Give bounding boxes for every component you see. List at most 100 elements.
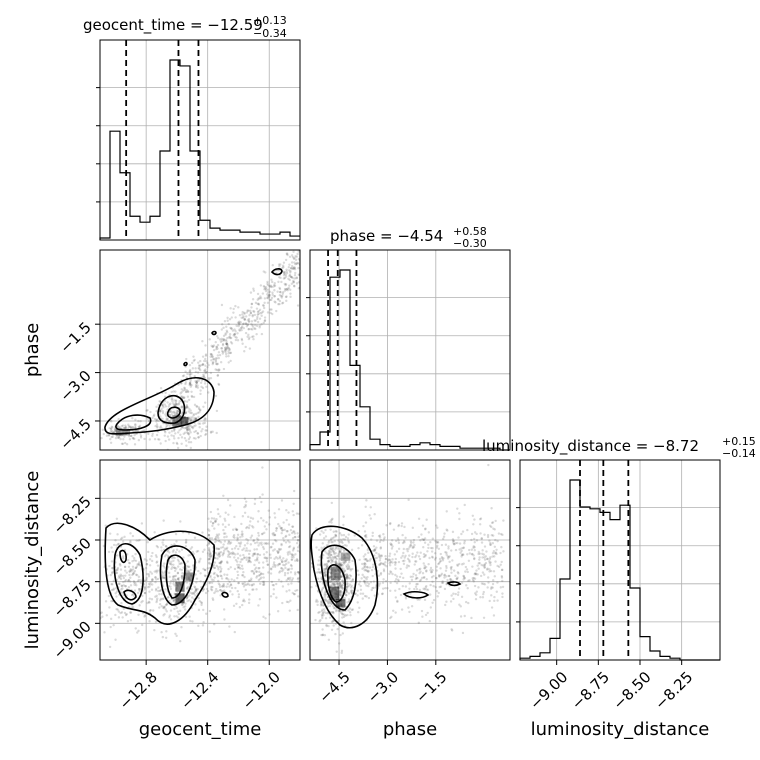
scatter-point [180,574,184,578]
scatter-point [119,568,123,571]
scatter-point [499,563,502,567]
scatter-point [222,552,225,556]
scatter-point [116,566,120,570]
scatter-point [290,531,294,535]
scatter-point [493,599,496,603]
scatter-point [480,537,483,540]
scatter-point [494,519,497,523]
scatter-point [421,615,424,618]
scatter-point [334,622,338,625]
scatter-point [322,586,325,589]
scatter-point [221,342,225,346]
scatter-point [322,570,326,573]
scatter-point [446,578,449,582]
scatter-point [280,499,284,502]
scatter-point [329,584,333,587]
scatter-point [426,588,430,591]
scatter-point [276,564,279,567]
scatter-point [217,539,220,542]
scatter-point [148,597,151,600]
scatter-point [226,561,229,565]
scatter-point [174,532,178,536]
scatter-point [357,583,361,586]
scatter-point [330,628,334,631]
scatter-point [326,560,330,563]
scatter-point [109,427,113,431]
scatter-point [335,579,338,583]
scatter-point [220,546,223,549]
scatter-point [187,426,190,429]
scatter-point [330,602,333,606]
scatter-point [458,517,461,521]
scatter-point [223,320,227,323]
scatter-point [148,558,152,561]
scatter-point [334,609,338,613]
scatter-point [367,596,371,600]
scatter-point [223,517,226,520]
scatter-point [166,423,169,426]
scatter-point [462,578,465,581]
scatter-point [244,505,247,508]
scatter-point [237,321,241,325]
scatter-point [234,527,237,530]
scatter-point [195,381,198,384]
scatter-point [163,574,166,577]
scatter-point [466,553,469,556]
scatter-point [229,359,232,363]
scatter-point [328,575,332,579]
scatter-point [281,528,284,532]
scatter-point [137,539,140,542]
scatter-point [356,589,359,592]
scatter-point [479,517,483,520]
scatter-point [341,579,344,582]
scatter-point [425,578,428,581]
scatter-point [115,590,119,593]
scatter-point [159,597,163,600]
scatter-point [483,563,486,566]
scatter-point [494,560,497,563]
title-luminosity-distance-minus: −0.14 [722,447,756,460]
scatter-point [467,548,471,552]
scatter-point [177,616,180,619]
scatter-point [291,549,295,552]
scatter-point [154,554,158,557]
scatter-point [256,520,260,523]
scatter-point [175,441,179,445]
scatter-point [161,403,164,407]
scatter-point [340,651,343,655]
scatter-point [474,573,478,576]
scatter-point [210,554,214,557]
scatter-point [394,573,397,577]
scatter-point [155,544,159,548]
scatter-point [219,361,223,364]
scatter-point [471,577,474,580]
scatter-point [194,588,198,591]
scatter-point [111,566,115,570]
scatter-point [198,599,201,603]
scatter-point [135,584,138,587]
scatter-point [166,549,169,552]
scatter-point [284,275,288,278]
scatter-point [278,287,282,291]
scatter-point [274,563,277,567]
scatter-point [188,594,191,597]
scatter-point [243,317,247,321]
scatter-point [253,541,257,545]
scatter-point [131,605,135,609]
scatter-point [366,575,369,579]
scatter-point [233,333,236,336]
scatter-point [375,556,379,560]
scatter-point [414,585,418,588]
contour-line [166,406,181,419]
scatter-point [133,443,137,446]
scatter-point [491,552,495,555]
scatter-point [330,553,333,556]
scatter-point [324,550,327,553]
scatter-point [467,559,471,562]
ytick-label: −3.0 [56,367,94,405]
scatter-point [151,578,154,581]
scatter-point [345,575,348,578]
scatter-point [189,591,192,594]
scatter-point [378,554,382,557]
scatter-point [450,549,453,552]
